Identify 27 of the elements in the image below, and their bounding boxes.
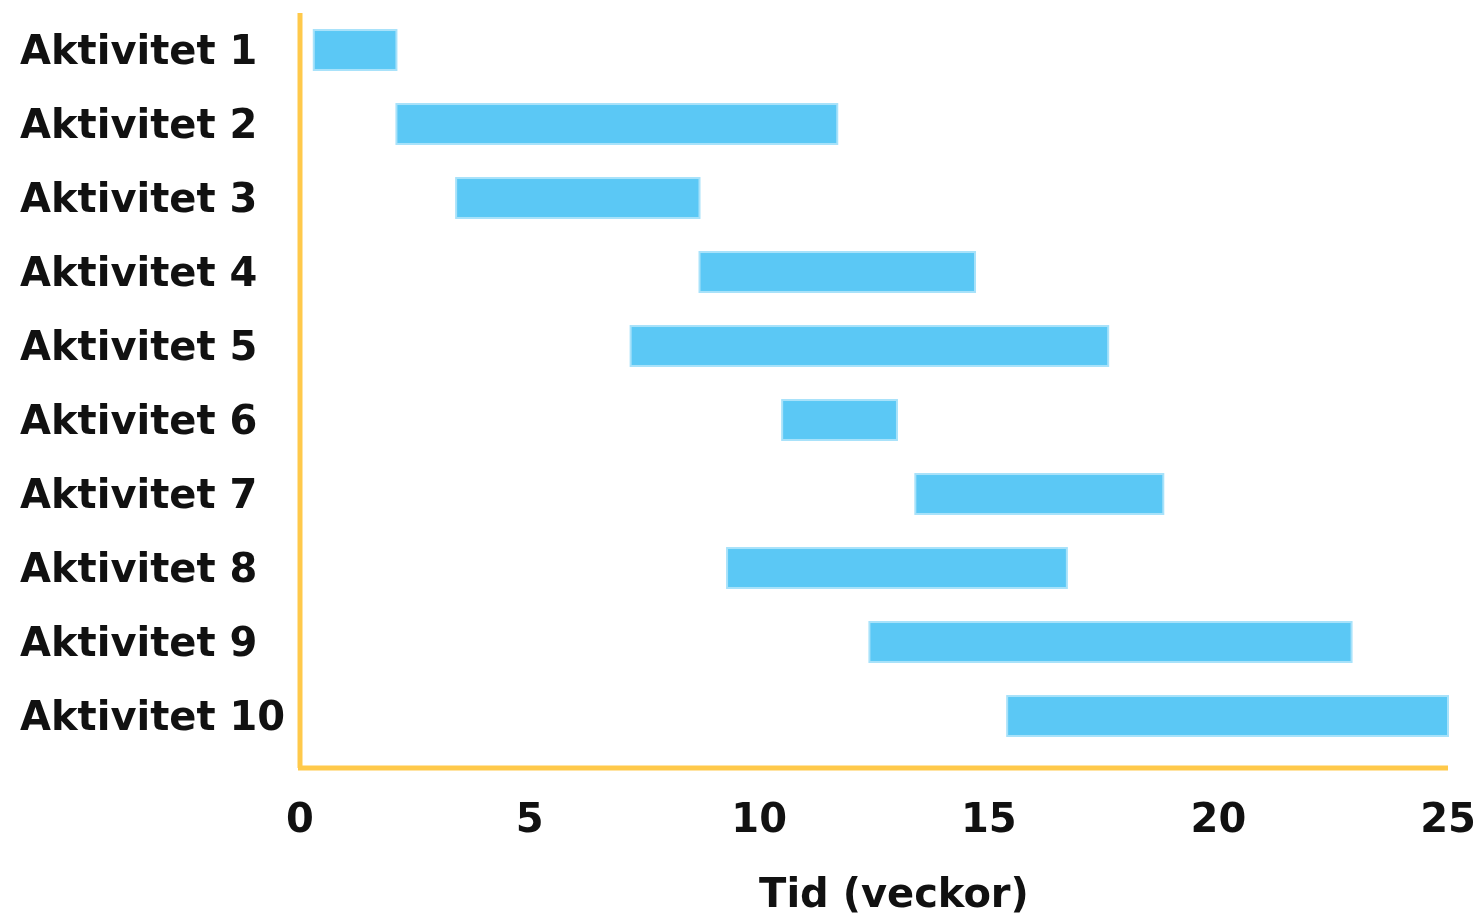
x-tick-label: 0 xyxy=(286,795,314,841)
y-tick-label: Aktivitet 6 xyxy=(20,397,258,443)
x-tick-label: 5 xyxy=(515,795,544,841)
y-tick-label: Aktivitet 1 xyxy=(20,27,258,73)
bar xyxy=(395,103,839,145)
x-axis-title: Tid (veckor) xyxy=(759,870,1029,916)
bar xyxy=(312,29,398,71)
x-tick-label: 10 xyxy=(731,795,788,841)
y-tick-label: Aktivitet 3 xyxy=(20,175,258,221)
bar xyxy=(629,325,1110,367)
y-tick-label: Aktivitet 7 xyxy=(20,471,258,517)
y-tick-label: Aktivitet 8 xyxy=(20,545,258,591)
y-tick-label: Aktivitet 4 xyxy=(20,249,258,295)
y-tick-label: Aktivitet 10 xyxy=(20,693,286,739)
bar xyxy=(868,621,1353,663)
y-tick-label: Aktivitet 2 xyxy=(20,101,258,147)
bar xyxy=(1006,695,1449,737)
bar xyxy=(726,547,1068,589)
bar xyxy=(781,399,898,441)
x-tick-label: 20 xyxy=(1190,795,1247,841)
bar xyxy=(698,251,977,293)
bar xyxy=(914,473,1165,515)
y-tick-label: Aktivitet 9 xyxy=(20,619,258,665)
y-tick-label: Aktivitet 5 xyxy=(20,323,258,369)
x-tick-label: 25 xyxy=(1420,795,1476,841)
x-tick-label: 15 xyxy=(960,795,1017,841)
bar xyxy=(455,177,701,219)
